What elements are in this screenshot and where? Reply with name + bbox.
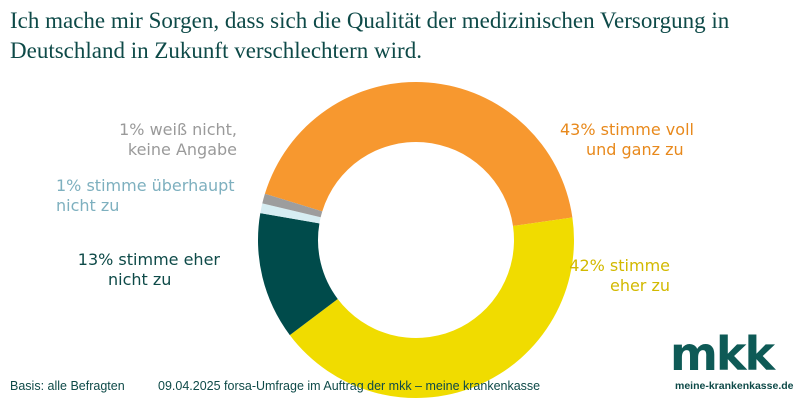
label-line: 42% stimme — [569, 256, 670, 275]
footer-source: 09.04.2025 forsa-Umfrage im Auftrag der … — [158, 379, 541, 393]
donut-slice-4 — [262, 193, 323, 218]
donut-slice-0 — [264, 81, 573, 227]
donut-slice-1 — [289, 217, 574, 398]
label-line: 1% stimme überhaupt — [56, 176, 235, 195]
label-line: 43% stimme voll — [560, 120, 694, 139]
label-weiss-nicht: 1% weiß nicht, keine Angabe — [40, 120, 237, 160]
label-line: eher zu — [609, 276, 670, 295]
label-line: 13% stimme eher — [77, 250, 220, 269]
footer-basis: Basis: alle Befragten — [10, 379, 125, 393]
donut-slice-3 — [260, 203, 321, 224]
label-ueberhaupt-nicht: 1% stimme überhaupt nicht zu — [56, 176, 235, 216]
label-line: 1% weiß nicht, — [119, 120, 237, 139]
mkk-logo: mkk — [670, 327, 775, 381]
label-line: nicht zu — [108, 270, 172, 289]
label-eher-zu: 42% stimme eher zu — [560, 256, 670, 296]
label-voll-und-ganz: 43% stimme voll und ganz zu — [560, 120, 694, 160]
chart-title: Ich mache mir Sorgen, dass sich die Qual… — [10, 8, 730, 63]
donut-slice-2 — [258, 213, 338, 336]
label-line: und ganz zu — [586, 140, 684, 159]
label-eher-nicht: 13% stimme eher nicht zu — [40, 250, 220, 290]
label-line: nicht zu — [56, 196, 120, 215]
label-line: keine Angabe — [127, 140, 237, 159]
logo-url: meine-krankenkasse.de — [675, 380, 794, 392]
